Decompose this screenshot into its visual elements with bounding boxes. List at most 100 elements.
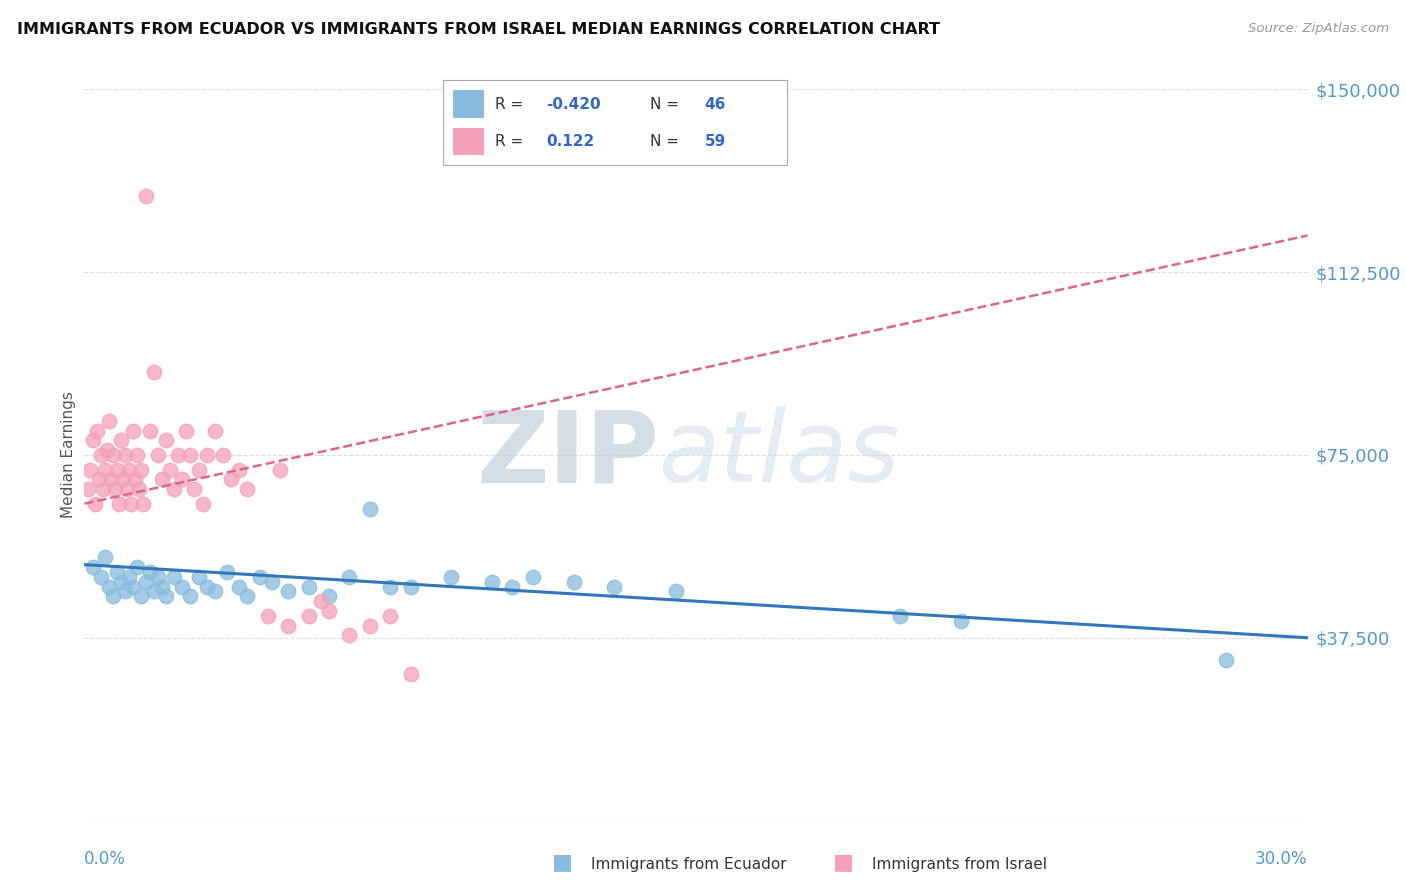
Point (187, 570, 209, 584)
Point (204, 424, 226, 438)
Point (101, 590, 124, 604)
Point (122, 424, 145, 438)
Point (155, 590, 177, 604)
Point (481, 574, 503, 589)
Text: ■: ■ (553, 853, 572, 872)
Text: IMMIGRANTS FROM ECUADOR VS IMMIGRANTS FROM ISRAEL MEDIAN EARNINGS CORRELATION CH: IMMIGRANTS FROM ECUADOR VS IMMIGRANTS FR… (17, 22, 939, 37)
Text: 30.0%: 30.0% (1256, 850, 1308, 868)
Point (155, 434, 177, 448)
Point (502, 580, 524, 594)
Point (380, 580, 402, 594)
Point (87, 472, 110, 486)
Point (101, 448, 124, 462)
Point (236, 590, 259, 604)
Point (91, 482, 114, 496)
Point (195, 580, 218, 594)
Point (122, 580, 145, 594)
Text: N =: N = (650, 96, 683, 112)
Point (204, 584, 226, 599)
Point (380, 608, 402, 623)
Point (309, 594, 332, 608)
Text: 59: 59 (704, 134, 725, 149)
Point (269, 462, 291, 476)
Text: R =: R = (495, 134, 533, 149)
Point (298, 580, 321, 594)
Point (174, 424, 197, 438)
Point (83, 497, 105, 511)
Point (339, 570, 361, 584)
Point (77, 482, 100, 496)
Point (120, 497, 142, 511)
Text: -0.420: -0.420 (546, 96, 600, 112)
Point (522, 570, 544, 584)
Text: N =: N = (650, 134, 683, 149)
Point (146, 570, 169, 584)
Point (219, 472, 242, 486)
Point (236, 482, 259, 496)
Point (90, 570, 112, 584)
Point (138, 565, 160, 579)
Point (277, 618, 299, 632)
Point (260, 574, 283, 589)
Point (110, 434, 132, 448)
Point (128, 482, 150, 496)
Point (142, 584, 165, 599)
FancyBboxPatch shape (453, 128, 484, 155)
Point (172, 472, 194, 486)
Point (82, 560, 104, 574)
Point (191, 497, 214, 511)
Text: Immigrants from Israel: Immigrants from Israel (872, 857, 1046, 872)
Point (399, 667, 422, 681)
Point (318, 590, 340, 604)
Point (359, 618, 381, 632)
Text: ■: ■ (834, 853, 853, 872)
Point (105, 565, 128, 579)
FancyBboxPatch shape (453, 90, 484, 118)
Point (115, 482, 138, 496)
Text: Immigrants from Ecuador: Immigrants from Ecuador (591, 857, 786, 872)
Point (118, 462, 141, 476)
Point (359, 501, 381, 516)
Point (440, 570, 463, 584)
Point (187, 462, 209, 476)
Point (114, 584, 136, 599)
Point (82, 434, 104, 448)
Point (135, 189, 157, 203)
Text: R =: R = (495, 96, 527, 112)
Point (135, 574, 157, 589)
Point (163, 482, 186, 496)
Point (167, 448, 190, 462)
Text: 0.0%: 0.0% (84, 850, 127, 868)
Point (179, 590, 201, 604)
Point (257, 608, 280, 623)
Point (249, 570, 271, 584)
Point (950, 614, 973, 628)
Point (163, 570, 186, 584)
Point (142, 365, 165, 379)
Point (562, 574, 585, 589)
Point (97, 580, 120, 594)
Point (298, 608, 321, 623)
Point (138, 424, 160, 438)
Point (90, 448, 112, 462)
Point (179, 448, 201, 462)
Point (118, 570, 141, 584)
Point (318, 604, 340, 618)
Point (150, 580, 173, 594)
Point (399, 580, 422, 594)
Y-axis label: Median Earnings: Median Earnings (60, 392, 76, 518)
Text: Source: ZipAtlas.com: Source: ZipAtlas.com (1249, 22, 1389, 36)
Point (132, 497, 155, 511)
Point (228, 580, 250, 594)
Point (603, 580, 626, 594)
Point (889, 608, 911, 623)
Point (86, 424, 108, 438)
Point (93, 462, 115, 476)
Point (112, 472, 135, 486)
Point (131, 590, 153, 604)
Point (100, 472, 122, 486)
Point (127, 448, 149, 462)
Point (131, 462, 153, 476)
Point (228, 462, 250, 476)
Point (114, 448, 136, 462)
